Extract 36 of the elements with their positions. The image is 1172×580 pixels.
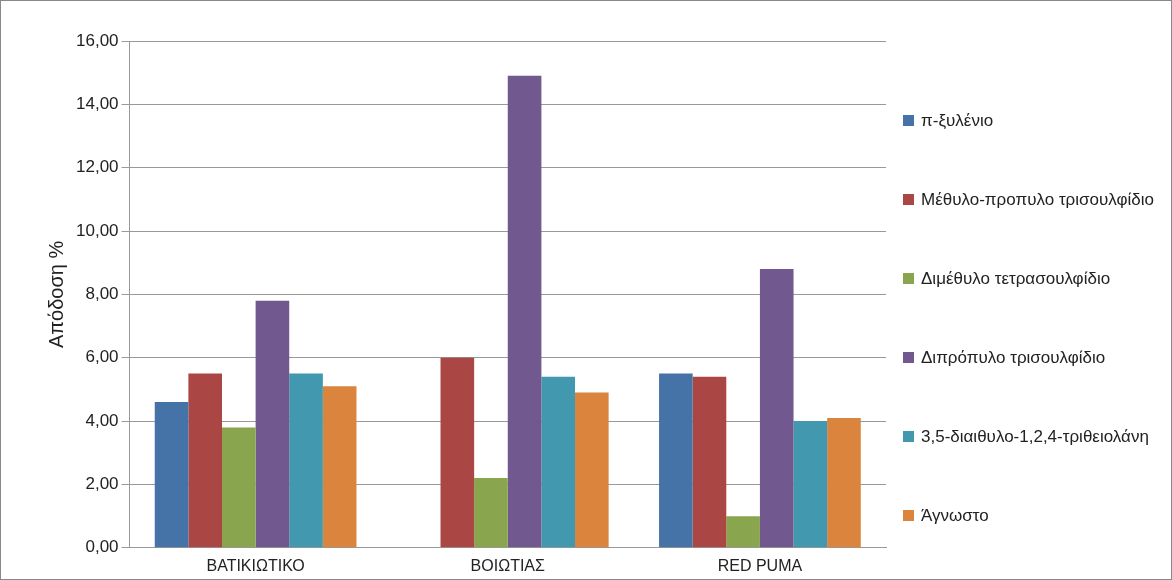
y-axis-title: Απόδοση % <box>44 240 67 349</box>
bar <box>188 373 222 548</box>
y-tick-label: 12,00 <box>75 157 119 177</box>
bar <box>541 376 576 548</box>
bar <box>793 421 828 548</box>
bar <box>759 269 794 548</box>
bar <box>827 417 861 548</box>
y-tick-label: 16,00 <box>75 30 119 50</box>
bar <box>440 357 475 548</box>
bar <box>575 392 609 548</box>
bar <box>322 386 357 548</box>
bar <box>692 376 727 548</box>
legend-label: Διμέθυλο τετρασουλφίδιο <box>921 267 1111 290</box>
legend-label: Άγνωστο <box>921 505 989 528</box>
bar <box>474 478 508 548</box>
bar <box>154 402 189 548</box>
y-tick-label: 4,00 <box>85 410 119 430</box>
bar <box>726 516 760 548</box>
y-tick-label: 14,00 <box>75 94 119 114</box>
legend-label: Διπρόπυλο τρισουλφίδιο <box>921 347 1106 370</box>
x-tick-label: ΒΟΙΩΤΙΑΣ <box>470 556 546 574</box>
bar <box>289 373 323 548</box>
x-tick-label: RED PUMA <box>717 556 803 574</box>
y-tick-label: 2,00 <box>85 474 119 494</box>
y-tick-label: 0,00 <box>85 537 119 557</box>
y-tick-label: 8,00 <box>85 284 119 304</box>
x-tick-label: ΒΑΤΙΚΙΩΤΙΚΟ <box>206 556 305 574</box>
y-tick-label: 10,00 <box>75 220 119 240</box>
legend-label: Μέθυλο-προπυλο τρισουλφίδιο <box>921 188 1155 211</box>
y-tick-label: 6,00 <box>85 347 119 367</box>
bar <box>255 300 290 548</box>
legend-label: π-ξυλένιο <box>921 109 994 132</box>
bar <box>222 427 256 548</box>
legend-label: 3,5-διαιθυλο-1,2,4-τριθειολάνη <box>921 426 1149 449</box>
bar <box>659 373 693 548</box>
bar <box>507 75 542 548</box>
